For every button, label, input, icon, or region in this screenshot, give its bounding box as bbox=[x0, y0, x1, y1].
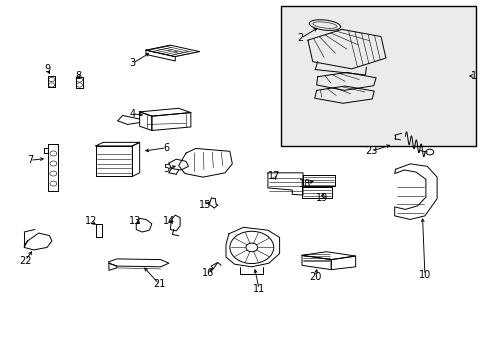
Text: 16: 16 bbox=[202, 268, 214, 278]
Text: 14: 14 bbox=[163, 216, 175, 226]
Text: 17: 17 bbox=[267, 171, 279, 181]
Text: 19: 19 bbox=[316, 193, 328, 203]
Bar bbox=[281, 6, 475, 146]
Text: 18: 18 bbox=[299, 179, 311, 189]
Text: 1: 1 bbox=[469, 71, 476, 81]
Text: 2: 2 bbox=[297, 33, 303, 43]
Text: 7: 7 bbox=[27, 155, 33, 165]
Text: 13: 13 bbox=[128, 216, 141, 226]
Text: 9: 9 bbox=[44, 64, 50, 74]
Text: 22: 22 bbox=[19, 256, 31, 266]
Text: 23: 23 bbox=[365, 146, 377, 156]
Text: 8: 8 bbox=[76, 71, 81, 81]
Text: 5: 5 bbox=[163, 164, 169, 174]
Text: 4: 4 bbox=[129, 109, 135, 119]
Text: 12: 12 bbox=[84, 216, 97, 226]
Text: 15: 15 bbox=[199, 200, 211, 210]
Text: 6: 6 bbox=[163, 143, 169, 153]
Text: 10: 10 bbox=[418, 270, 430, 280]
Text: 21: 21 bbox=[153, 279, 165, 289]
Text: 11: 11 bbox=[252, 284, 264, 294]
Text: 3: 3 bbox=[129, 58, 135, 68]
Text: 20: 20 bbox=[308, 272, 321, 282]
